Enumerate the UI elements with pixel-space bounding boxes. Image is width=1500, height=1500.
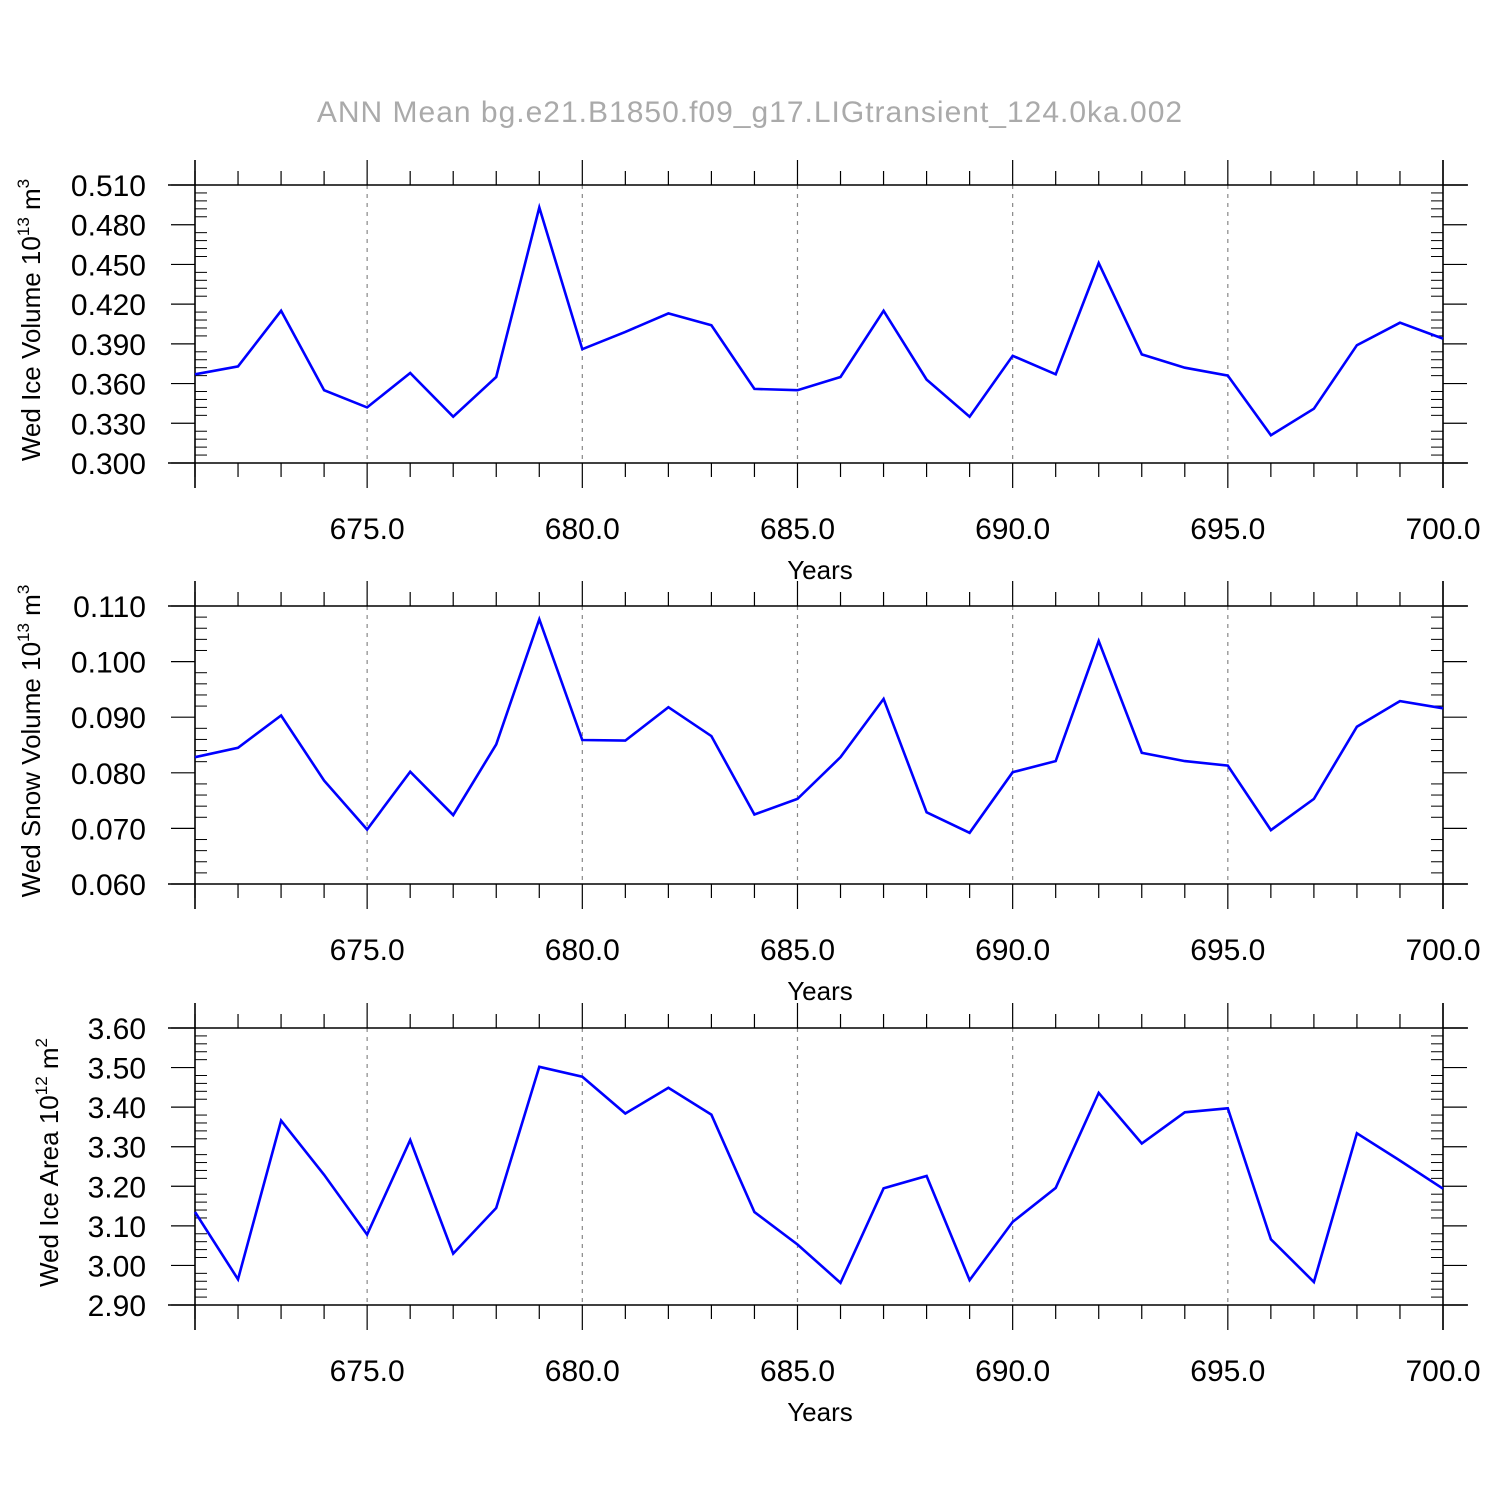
y-axis-label: Wed Ice Area 1012 m2 (32, 1038, 64, 1287)
x-tick-label: 700.0 (1405, 513, 1480, 546)
y-tick-label: 3.30 (88, 1132, 146, 1165)
y-axis-label-sup: 3 (14, 179, 33, 188)
panels: 0.300 0.330 0.360 0.390 0.420 0.450 0.480 0.510… (14, 160, 1481, 1427)
y-axis-label-sup: 12 (32, 1076, 51, 1095)
x-tick-label: 695.0 (1190, 1355, 1265, 1388)
series-line (194, 615, 1444, 835)
y-axis-label-part: m (16, 594, 46, 623)
x-axis-label: Years (787, 1397, 853, 1427)
x-tick-label: 690.0 (975, 934, 1050, 967)
y-tick-label: 0.300 (71, 448, 146, 481)
x-tick-label: 680.0 (545, 1355, 620, 1388)
x-tick-label: 690.0 (975, 1355, 1050, 1388)
x-tick-label: 695.0 (1190, 513, 1265, 546)
y-tick-label: 0.390 (71, 329, 146, 362)
x-tick-label: 690.0 (975, 513, 1050, 546)
y-axis-label-sup: 13 (14, 217, 33, 236)
y-tick-label: 0.510 (71, 170, 146, 203)
y-tick-label: 3.60 (88, 1013, 146, 1046)
y-axis-label-part: Wed Snow Volume 10 (16, 642, 46, 897)
figure-title: ANN Mean bg.e21.B1850.f09_g17.LIGtransie… (317, 96, 1183, 129)
y-tick-label: 0.420 (71, 289, 146, 322)
y-axis-label-part: m (16, 188, 46, 217)
x-tick-label: 685.0 (760, 1355, 835, 1388)
y-tick-label: 3.50 (88, 1053, 146, 1086)
x-tick-label: 680.0 (545, 513, 620, 546)
chart-panel-2: 0.060 0.070 0.080 0.090 0.100 0.110 675.0 680.0… (14, 581, 1481, 1006)
y-axis-label-part: Wed Ice Volume 10 (16, 236, 46, 461)
x-tick-label: 675.0 (330, 934, 405, 967)
series-line (193, 1065, 1444, 1285)
series-line (194, 202, 1444, 437)
x-tick-label: 680.0 (545, 934, 620, 967)
y-tick-label: 0.070 (71, 813, 146, 846)
x-axis-label: Years (787, 555, 853, 585)
x-tick-label: 695.0 (1190, 934, 1265, 967)
y-tick-label: 2.90 (88, 1290, 146, 1323)
y-tick-label: 0.480 (71, 210, 146, 243)
y-axis-label-sup: 3 (14, 585, 33, 594)
x-tick-label: 700.0 (1405, 934, 1480, 967)
y-tick-label: 0.360 (71, 369, 146, 402)
y-tick-label: 3.20 (88, 1171, 146, 1204)
y-tick-label: 0.090 (71, 702, 146, 735)
x-tick-label: 675.0 (330, 1355, 405, 1388)
y-tick-label: 3.00 (88, 1250, 146, 1283)
y-axis-label: Wed Ice Volume 1013 m3 (14, 179, 46, 461)
y-tick-label: 0.080 (71, 758, 146, 791)
y-tick-label: 0.100 (71, 647, 146, 680)
x-tick-label: 675.0 (330, 513, 405, 546)
y-tick-label: 3.10 (88, 1211, 146, 1244)
y-axis-label: Wed Snow Volume 1013 m3 (14, 585, 46, 898)
x-tick-label: 685.0 (760, 513, 835, 546)
x-tick-label: 685.0 (760, 934, 835, 967)
y-axis-label-part: Wed Ice Area 10 (34, 1095, 64, 1287)
x-tick-label: 700.0 (1405, 1355, 1480, 1388)
chart-panel-3: 2.90 3.00 3.10 3.20 3.30 3.40 3.50 3.60 675.0 680… (32, 1003, 1481, 1427)
y-tick-label: 0.450 (71, 249, 146, 282)
y-tick-label: 0.060 (71, 869, 146, 902)
y-tick-label: 0.110 (73, 591, 146, 624)
x-axis-label: Years (787, 976, 853, 1006)
y-axis-label-part: m (34, 1047, 64, 1076)
y-tick-label: 3.40 (88, 1092, 146, 1125)
y-tick-label: 0.330 (71, 408, 146, 441)
y-axis-label-sup: 2 (32, 1038, 51, 1047)
chart-panel-1: 0.300 0.330 0.360 0.390 0.420 0.450 0.480 0.510… (14, 160, 1481, 585)
y-axis-label-sup: 13 (14, 623, 33, 642)
